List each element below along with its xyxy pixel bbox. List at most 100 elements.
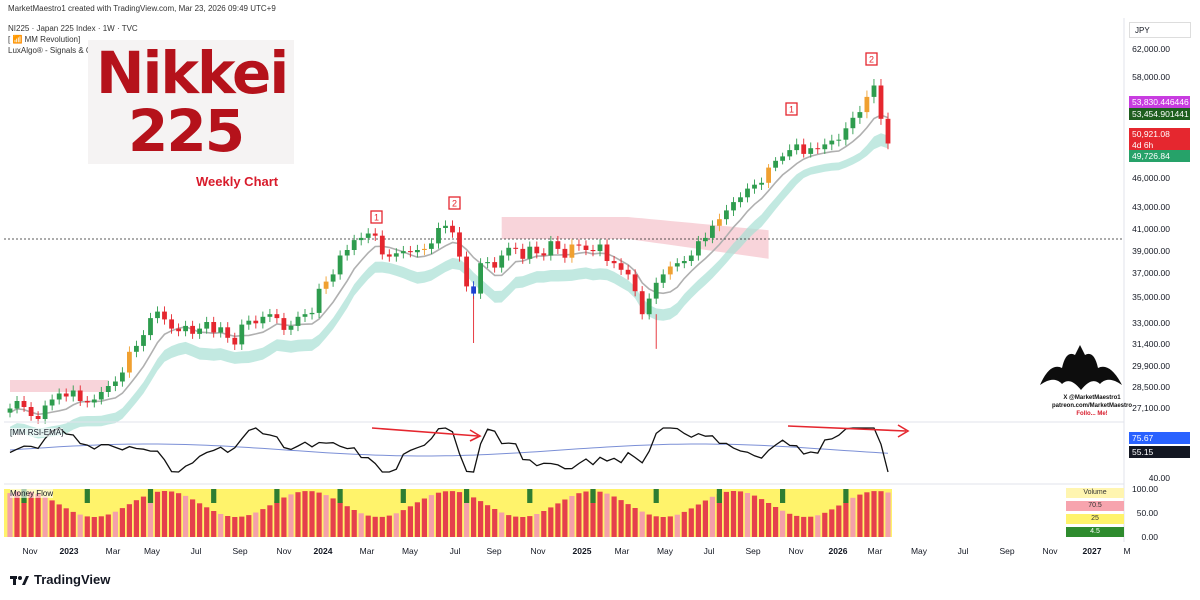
candle-body (190, 325, 195, 334)
legend-level-4: 4.5 (1066, 527, 1124, 537)
candle-body (822, 144, 828, 150)
money-axis-0: 0.00 (1141, 532, 1158, 542)
money-bar (864, 492, 870, 537)
money-bar (506, 515, 512, 537)
money-bar (723, 491, 729, 537)
candle-body (674, 263, 680, 267)
candle-body (98, 392, 104, 400)
money-bar (695, 504, 701, 537)
candlesticks (7, 79, 891, 424)
candle-body (710, 225, 715, 238)
candle-body (56, 393, 62, 400)
y-tick: 46,000.00 (1132, 173, 1170, 183)
support-cloud (10, 133, 888, 439)
money-bar (260, 509, 266, 537)
money-bar (428, 495, 434, 537)
moving-average (9, 114, 889, 416)
candle-body (49, 399, 55, 406)
tradingview-brand: TradingView (34, 572, 111, 587)
money-bar (871, 491, 877, 537)
candle-body (878, 85, 884, 119)
candle-body (309, 312, 315, 315)
rsi-ema-line (9, 443, 889, 457)
money-bar (464, 494, 470, 537)
divergence-arrowhead-1 (469, 429, 482, 442)
money-bar (513, 516, 519, 537)
money-bar (330, 498, 336, 537)
price-tag-ma-upper: 53,830.446446 (1129, 96, 1190, 108)
x-tick: M (1123, 546, 1131, 556)
money-bar (393, 513, 399, 537)
candle-body (646, 298, 652, 315)
bat-logo (1040, 345, 1122, 390)
brand-number: 225 (128, 97, 245, 165)
x-tick: May (656, 546, 674, 556)
candle-body (7, 408, 13, 413)
money-bar (414, 502, 420, 537)
candle-body (42, 405, 48, 419)
money-bar (365, 515, 371, 537)
price-tag-ma-lower: 53,454.901441 (1129, 108, 1190, 120)
currency-label[interactable]: JPY (1129, 22, 1191, 38)
candle-body (295, 316, 301, 326)
legend-volume: Volume (1066, 488, 1124, 498)
money-bar (850, 497, 856, 537)
watermark-patreon: patreon.com/MarketMaestro (1051, 403, 1133, 409)
legend-level-25: 25 (1066, 514, 1124, 524)
candle-body (330, 274, 336, 282)
candle-body (801, 144, 807, 154)
candle-body (492, 262, 498, 268)
money-bar-green (400, 489, 406, 503)
money-bar (211, 511, 217, 537)
y-tick: 58,000.00 (1132, 72, 1170, 82)
ma-line (9, 114, 889, 416)
candle-body (485, 262, 490, 264)
candle-body (162, 311, 167, 320)
rsi-line (9, 427, 889, 473)
money-bar (604, 493, 610, 537)
money-bar (154, 491, 161, 537)
x-tick: Nov (788, 546, 804, 556)
money-bar (70, 511, 76, 537)
divergence-arrow-2 (787, 425, 907, 432)
candle-body (562, 248, 568, 258)
y-tick: 39,000.00 (1132, 246, 1170, 256)
money-bar (77, 514, 83, 537)
candle-body (520, 248, 526, 259)
price-tag-cloud: 49,726.84 (1129, 150, 1190, 162)
x-tick: 2026 (828, 546, 848, 556)
candle-body (260, 316, 266, 324)
resistance-cloud-2023 (10, 380, 109, 392)
candle-body (351, 240, 357, 250)
money-bar (541, 511, 547, 537)
candle-body (843, 128, 849, 140)
tradingview-footer[interactable]: TradingView (10, 572, 110, 587)
money-bar (737, 491, 744, 537)
x-tick: May (401, 546, 419, 556)
candle-body (738, 197, 743, 203)
indicator-label-revolution: [ 📶 MM Revolution] (8, 35, 81, 44)
money-bar (421, 498, 427, 537)
candle-body (527, 246, 533, 259)
money-bar (751, 495, 758, 537)
resistance-cloud-2024 (501, 217, 769, 259)
money-bar (780, 510, 786, 537)
y-tick: 41,000.00 (1132, 224, 1170, 234)
y-tick: 37,000.00 (1132, 268, 1170, 278)
signal-label: 2 (869, 55, 874, 65)
money-bar (562, 499, 568, 537)
rsi-value: 55.15 (1129, 446, 1190, 458)
money-bar (63, 508, 69, 537)
money-bar (822, 512, 828, 537)
money-flow-bars (4, 489, 892, 537)
money-bar (28, 491, 34, 537)
candle-body (548, 241, 554, 256)
money-bar (197, 503, 203, 537)
attribution-text: MarketMaestro1 created with TradingView.… (8, 4, 276, 13)
money-bar (49, 500, 55, 537)
money-bar (232, 517, 238, 537)
money-bar (808, 516, 814, 537)
divergence-arrowhead-2 (897, 424, 910, 438)
x-tick: Mar (614, 546, 630, 556)
